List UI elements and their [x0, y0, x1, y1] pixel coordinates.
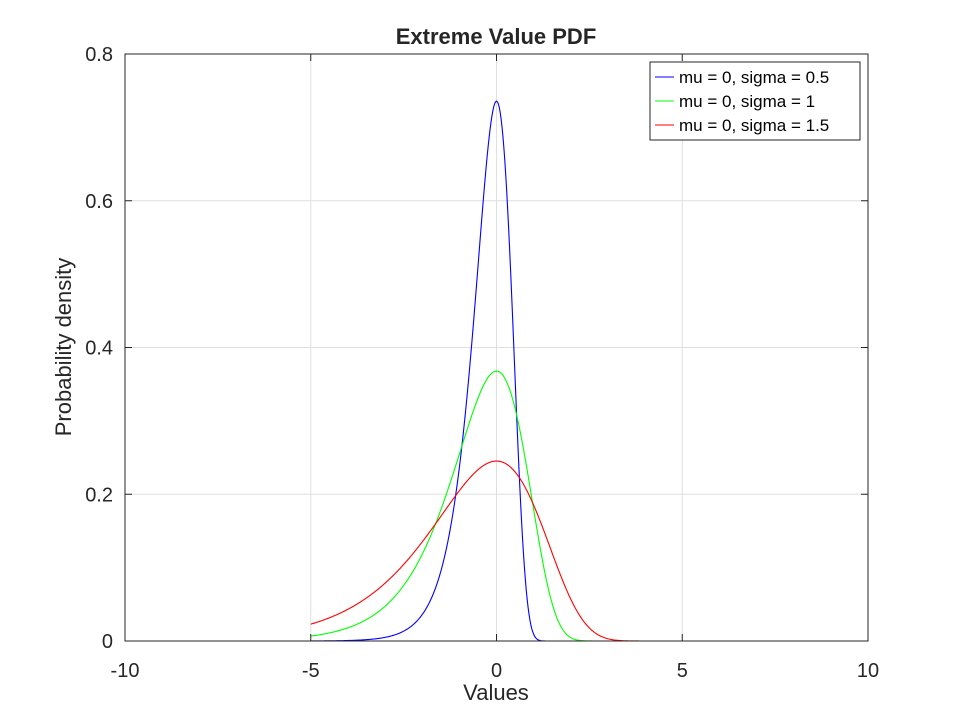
legend-label-1: mu = 0, sigma = 0.5	[679, 68, 829, 87]
y-tick-label: 0.4	[85, 338, 113, 360]
legend-label-2: mu = 0, sigma = 1	[679, 92, 815, 111]
x-axis-label: Values	[463, 680, 529, 705]
legend: mu = 0, sigma = 0.5 mu = 0, sigma = 1 mu =…	[649, 61, 861, 141]
x-tick-label: 5	[677, 660, 688, 682]
x-tick-label: -10	[111, 660, 140, 682]
x-tick-label: 10	[857, 660, 879, 682]
y-tick-label: 0	[102, 631, 113, 653]
y-tick-label: 0.2	[85, 484, 113, 506]
y-axis-label: Probability density	[51, 258, 76, 437]
y-tick-label: 0.8	[85, 44, 113, 66]
x-tick-label: 0	[491, 660, 502, 682]
x-tick-label: -5	[302, 660, 320, 682]
legend-label-3: mu = 0, sigma = 1.5	[679, 116, 829, 135]
grid	[125, 54, 868, 641]
chart-title: Extreme Value PDF	[396, 24, 597, 49]
y-tick-label: 0.6	[85, 191, 113, 213]
legend-box	[649, 61, 861, 141]
ticks: -10 -5 0 5 10 0 0.2 0.4 0.6 0.8	[85, 44, 879, 682]
